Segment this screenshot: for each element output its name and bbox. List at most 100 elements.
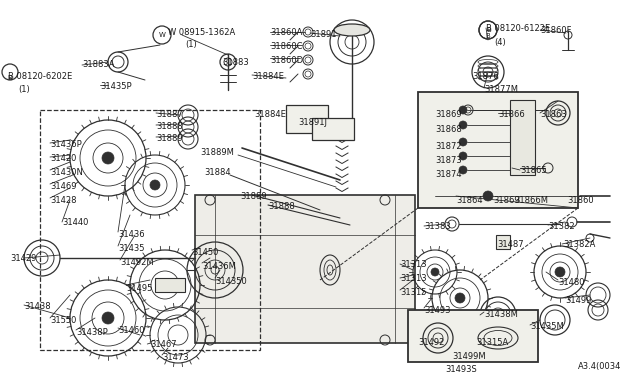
Circle shape bbox=[159, 279, 171, 291]
Text: 31868: 31868 bbox=[435, 125, 461, 134]
Text: 31865: 31865 bbox=[520, 166, 547, 175]
Text: 31438: 31438 bbox=[24, 302, 51, 311]
Text: 31438M: 31438M bbox=[484, 310, 518, 319]
Text: 31435P: 31435P bbox=[100, 82, 132, 91]
Text: 31313: 31313 bbox=[400, 274, 427, 283]
Circle shape bbox=[431, 268, 439, 276]
Text: 31435M: 31435M bbox=[530, 322, 564, 331]
Text: 31480: 31480 bbox=[558, 278, 584, 287]
Text: 31440: 31440 bbox=[62, 218, 88, 227]
Text: 31889: 31889 bbox=[240, 192, 267, 201]
Text: 31382A: 31382A bbox=[563, 240, 595, 249]
Text: (4): (4) bbox=[494, 38, 506, 47]
Bar bbox=[286, 105, 328, 133]
Text: 31876: 31876 bbox=[472, 72, 499, 81]
Text: 31315: 31315 bbox=[400, 288, 426, 297]
Text: 31883: 31883 bbox=[222, 58, 249, 67]
Circle shape bbox=[459, 166, 467, 174]
Text: 31860F: 31860F bbox=[540, 26, 572, 35]
Text: B: B bbox=[7, 75, 12, 81]
Circle shape bbox=[459, 121, 467, 129]
Text: 31428: 31428 bbox=[50, 196, 77, 205]
Circle shape bbox=[150, 180, 160, 190]
Circle shape bbox=[459, 138, 467, 146]
Text: 31874: 31874 bbox=[435, 170, 461, 179]
Text: 31436M: 31436M bbox=[202, 262, 236, 271]
Text: 31860C: 31860C bbox=[270, 42, 303, 51]
Text: B 08120-6202E: B 08120-6202E bbox=[8, 72, 72, 81]
Text: 31860: 31860 bbox=[567, 196, 594, 205]
Bar bbox=[510, 100, 535, 175]
Text: 31864: 31864 bbox=[456, 196, 483, 205]
Text: 31313: 31313 bbox=[400, 260, 427, 269]
Text: 31473: 31473 bbox=[162, 353, 189, 362]
Text: 31493: 31493 bbox=[424, 306, 451, 315]
Circle shape bbox=[102, 152, 114, 164]
Text: 31891J: 31891J bbox=[298, 118, 327, 127]
Text: 314350: 314350 bbox=[215, 277, 247, 286]
Bar bbox=[496, 235, 510, 249]
Bar bbox=[418, 92, 578, 208]
Circle shape bbox=[555, 267, 565, 277]
Text: (1): (1) bbox=[185, 40, 196, 49]
Text: 31492: 31492 bbox=[418, 338, 444, 347]
Text: (1): (1) bbox=[18, 85, 29, 94]
Text: 31887: 31887 bbox=[156, 110, 183, 119]
Text: 31889M: 31889M bbox=[200, 148, 234, 157]
Text: 31382: 31382 bbox=[548, 222, 575, 231]
Text: 31315A: 31315A bbox=[476, 338, 508, 347]
Bar bbox=[155, 278, 185, 292]
Text: W: W bbox=[159, 32, 166, 38]
Text: 31438P: 31438P bbox=[76, 328, 108, 337]
Text: 31499: 31499 bbox=[565, 296, 591, 305]
Text: B 08120-6122E: B 08120-6122E bbox=[486, 24, 550, 33]
Bar bbox=[408, 310, 538, 362]
Text: 31460: 31460 bbox=[118, 326, 145, 335]
Text: 31877M: 31877M bbox=[484, 85, 518, 94]
Text: 31493S: 31493S bbox=[445, 365, 477, 372]
Text: 31888: 31888 bbox=[156, 122, 183, 131]
Ellipse shape bbox=[334, 24, 370, 36]
Text: 31550: 31550 bbox=[50, 316, 76, 325]
Text: 31435: 31435 bbox=[118, 244, 145, 253]
Circle shape bbox=[455, 293, 465, 303]
Circle shape bbox=[459, 106, 467, 114]
Text: B: B bbox=[485, 33, 490, 39]
Text: 31383: 31383 bbox=[424, 222, 451, 231]
Bar bbox=[40, 110, 260, 350]
Text: 31436: 31436 bbox=[118, 230, 145, 239]
Text: 31889: 31889 bbox=[156, 134, 182, 143]
Bar bbox=[195, 195, 415, 343]
Text: 31860D: 31860D bbox=[270, 56, 303, 65]
Text: 31872: 31872 bbox=[435, 142, 461, 151]
Text: B: B bbox=[486, 27, 491, 33]
Text: 31866: 31866 bbox=[498, 110, 525, 119]
Circle shape bbox=[459, 152, 467, 160]
Text: 31884: 31884 bbox=[204, 168, 230, 177]
Text: 31869: 31869 bbox=[493, 196, 520, 205]
Text: 31869: 31869 bbox=[435, 110, 461, 119]
Text: 31436P: 31436P bbox=[50, 140, 82, 149]
Text: 31866M: 31866M bbox=[514, 196, 548, 205]
Text: 31884E: 31884E bbox=[254, 110, 286, 119]
Text: 31873: 31873 bbox=[435, 156, 461, 165]
Text: 31467: 31467 bbox=[150, 340, 177, 349]
Text: 31430N: 31430N bbox=[50, 168, 83, 177]
Text: 31891: 31891 bbox=[310, 30, 337, 39]
Text: 31420: 31420 bbox=[50, 154, 76, 163]
Text: 31429: 31429 bbox=[10, 254, 36, 263]
Text: 31860A: 31860A bbox=[270, 28, 302, 37]
Text: 31487: 31487 bbox=[497, 240, 524, 249]
Bar bbox=[312, 118, 354, 140]
Text: 31888: 31888 bbox=[268, 202, 295, 211]
Text: A3.4(0034: A3.4(0034 bbox=[578, 362, 621, 371]
Text: 31499M: 31499M bbox=[452, 352, 486, 361]
Circle shape bbox=[102, 312, 114, 324]
Text: 31883A: 31883A bbox=[82, 60, 115, 69]
Text: 31450: 31450 bbox=[192, 248, 218, 257]
Text: 31884E: 31884E bbox=[252, 72, 284, 81]
Text: 31492M: 31492M bbox=[120, 258, 154, 267]
Text: 31495: 31495 bbox=[126, 284, 152, 293]
Text: 31469: 31469 bbox=[50, 182, 77, 191]
Circle shape bbox=[483, 191, 493, 201]
